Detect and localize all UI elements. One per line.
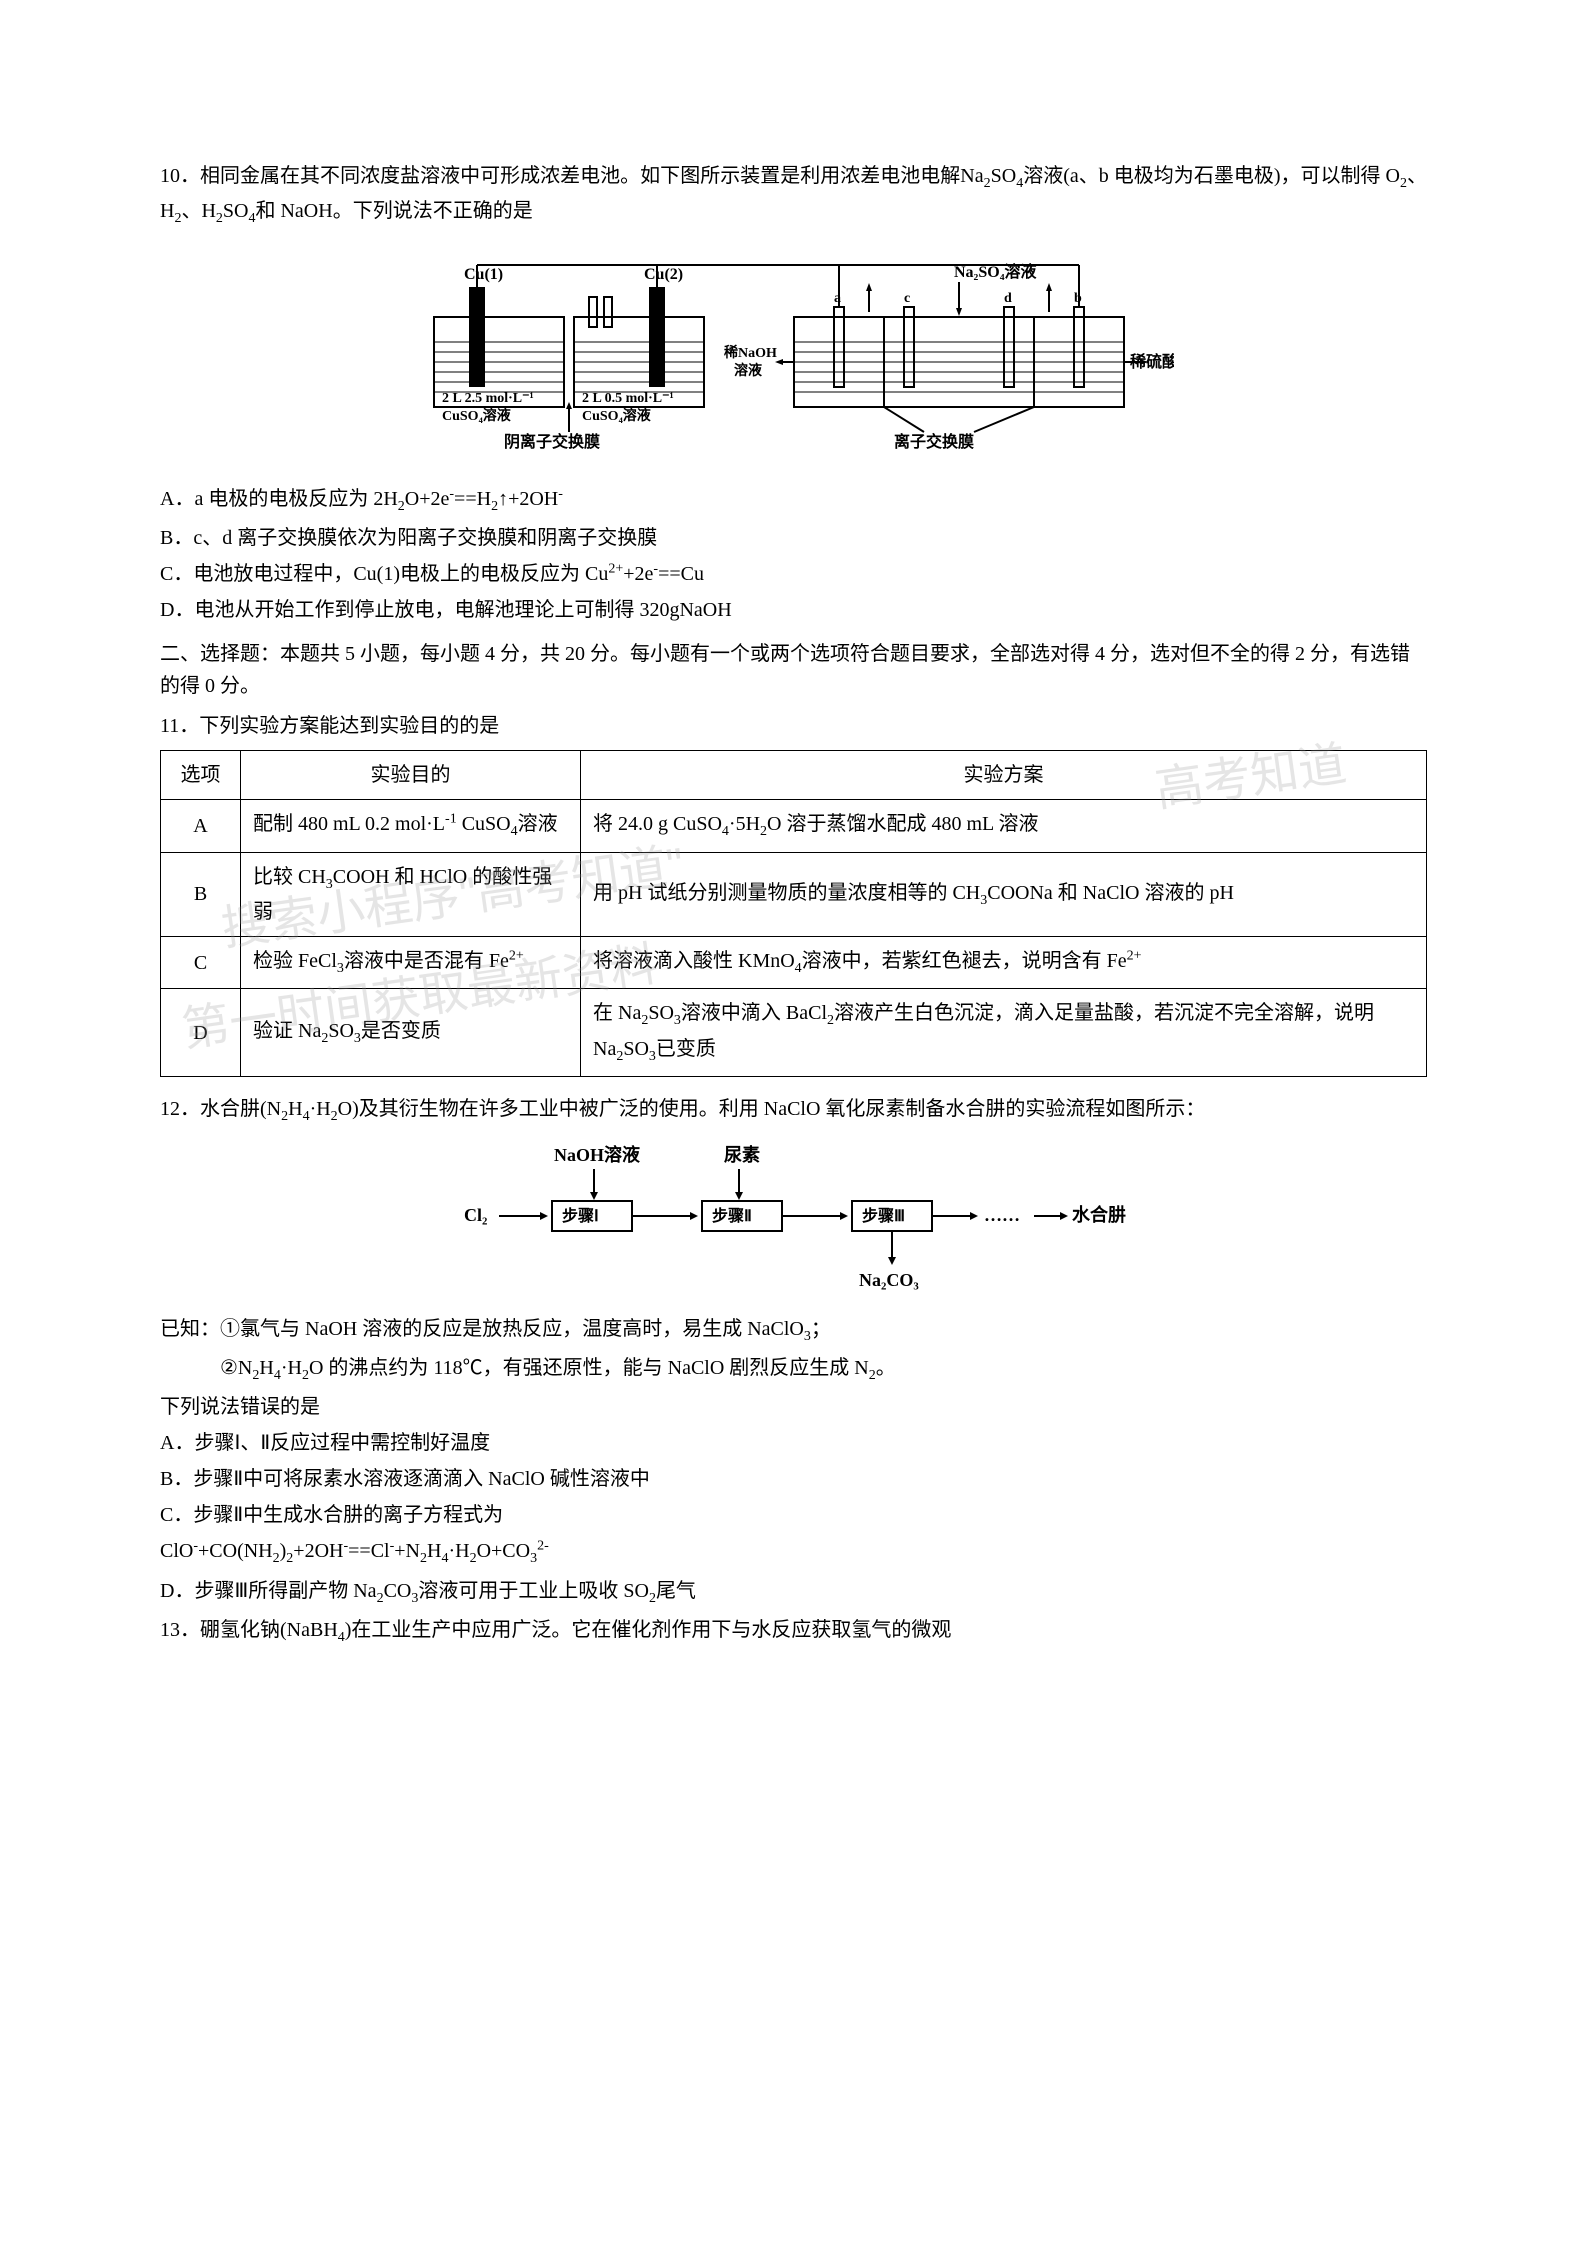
table-row: A 配制 480 mL 0.2 mol·L-1 CuSO4溶液 将 24.0 g… <box>161 800 1427 852</box>
q12-subq: 下列说法错误的是 <box>160 1391 1427 1423</box>
cell-plan-c: 将溶液滴入酸性 KMnO4溶液中，若紫红色褪去，说明含有 Fe2+ <box>581 936 1427 988</box>
q12-option-d: D．步骤Ⅲ所得副产物 Na2CO3溶液可用于工业上吸收 SO2尾气 <box>160 1575 1427 1610</box>
q12-body: 水合肼(N2H4·H2O)及其衍生物在许多工业中被广泛的使用。利用 NaClO … <box>200 1098 1205 1120</box>
q12-number: 12． <box>160 1098 200 1120</box>
header-purpose: 实验目的 <box>241 751 581 800</box>
q12-option-c-eq: ClO-+CO(NH2)2+2OH-==Cl-+N2H4·H2O+CO32- <box>160 1535 1427 1570</box>
q13-text: 13．硼氢化钠(NaBH4)在工业生产中应用广泛。它在催化剂作用下与水反应获取氢… <box>160 1614 1427 1649</box>
urea-flow-label: 尿素 <box>724 1145 760 1165</box>
q10-option-b: B．c、d 离子交换膜依次为阳离子交换膜和阴离子交换膜 <box>160 522 1427 554</box>
q10-number: 10． <box>160 165 200 187</box>
q10-option-d: D．电池从开始工作到停止放电，电解池理论上可制得 320gNaOH <box>160 594 1427 626</box>
q12-text: 12．水合肼(N2H4·H2O)及其衍生物在许多工业中被广泛的使用。利用 NaC… <box>160 1093 1427 1128</box>
q11-text: 11．下列实验方案能达到实验目的的是 <box>160 710 1427 742</box>
q11-table-area: 高考知道 搜索小程序"高考知道" 第一时间获取最新资料 选项 实验目的 实验方案… <box>160 750 1427 1077</box>
q12-known1: 已知：①氯气与 NaOH 溶液的反应是放热反应，温度高时，易生成 NaClO3； <box>160 1313 1427 1348</box>
cell-option-b: B <box>161 852 241 936</box>
naoh-label: 稀NaOH <box>724 344 777 361</box>
cell-plan-b: 用 pH 试纸分别测量物质的量浓度相等的 CH3COONa 和 NaClO 溶液… <box>581 852 1427 936</box>
product-label: 水合肼 <box>1072 1204 1126 1225</box>
cell-option-d: D <box>161 989 241 1077</box>
q11-number: 11． <box>160 715 199 737</box>
header-option: 选项 <box>161 751 241 800</box>
electrochemistry-diagram-svg: Cu(1) Cu(2) 2 L 2.5 mol·L⁻¹ CuSO₄溶液 2 L … <box>414 247 1174 457</box>
section2-header: 二、选择题：本题共 5 小题，每小题 4 分，共 20 分。每小题有一个或两个选… <box>160 638 1427 702</box>
cell-option-a: A <box>161 800 241 852</box>
cell-purpose-a: 配制 480 mL 0.2 mol·L-1 CuSO4溶液 <box>241 800 581 852</box>
mid-sol: CuSO₄溶液 <box>582 407 652 424</box>
q13-number: 13． <box>160 1619 200 1641</box>
step1-label: 步骤Ⅰ <box>562 1206 599 1225</box>
cu1-label: Cu(1) <box>464 266 503 283</box>
naoh-flow-label: NaOH溶液 <box>554 1144 641 1165</box>
table-row: B 比较 CH3COOH 和 HClO 的酸性强弱 用 pH 试纸分别测量物质的… <box>161 852 1427 936</box>
q10-option-c: C．电池放电过程中，Cu(1)电极上的电极反应为 Cu2++2e-==Cu <box>160 558 1427 590</box>
step3-label: 步骤Ⅲ <box>862 1206 905 1225</box>
cell-purpose-d: 验证 Na2SO3是否变质 <box>241 989 581 1077</box>
cell-option-c: C <box>161 936 241 988</box>
electrode-c: c <box>904 291 910 306</box>
cell-plan-a: 将 24.0 g CuSO4·5H2O 溶于蒸馏水配成 480 mL 溶液 <box>581 800 1427 852</box>
q10-text: 10．相同金属在其不同浓度盐溶液中可形成浓差电池。如下图所示装置是利用浓差电池电… <box>160 160 1427 231</box>
anion-membrane-label: 阴离子交换膜 <box>504 432 600 451</box>
q11-table: 选项 实验目的 实验方案 A 配制 480 mL 0.2 mol·L-1 CuS… <box>160 750 1427 1077</box>
table-row: D 验证 Na2SO3是否变质 在 Na2SO3溶液中滴入 BaCl2溶液产生白… <box>161 989 1427 1077</box>
q12-known2: ②N2H4·H2O 的沸点约为 118℃，有强还原性，能与 NaClO 剧烈反应… <box>160 1352 1427 1387</box>
q12-flow-diagram: NaOH溶液 尿素 Cl₂ 步骤Ⅰ 步骤Ⅱ 步骤Ⅲ …… 水合肼 Na₂CO₃ <box>160 1141 1427 1301</box>
cu2-label: Cu(2) <box>644 266 683 283</box>
na2co3-label: Na₂CO₃ <box>859 1270 919 1290</box>
q13-body: 硼氢化钠(NaBH4)在工业生产中应用广泛。它在催化剂作用下与水反应获取氢气的微… <box>200 1619 951 1641</box>
mid-conc: 2 L 0.5 mol·L⁻¹ <box>582 391 674 406</box>
left-sol: CuSO₄溶液 <box>442 407 512 424</box>
table-header-row: 选项 实验目的 实验方案 <box>161 751 1427 800</box>
dots-label: …… <box>984 1205 1020 1225</box>
ion-membrane-label: 离子交换膜 <box>894 432 974 451</box>
q12-option-b: B．步骤Ⅱ中可将尿素水溶液逐滴滴入 NaClO 碱性溶液中 <box>160 1463 1427 1495</box>
header-plan: 实验方案 <box>581 751 1427 800</box>
q10-diagram: Cu(1) Cu(2) 2 L 2.5 mol·L⁻¹ CuSO₄溶液 2 L … <box>160 247 1427 467</box>
cl2-label: Cl₂ <box>464 1205 487 1225</box>
flow-svg: NaOH溶液 尿素 Cl₂ 步骤Ⅰ 步骤Ⅱ 步骤Ⅲ …… 水合肼 Na₂CO₃ <box>444 1141 1144 1291</box>
naoh-sub: 溶液 <box>734 362 763 379</box>
table-row: C 检验 FeCl3溶液中是否混有 Fe2+ 将溶液滴入酸性 KMnO4溶液中，… <box>161 936 1427 988</box>
q10-option-a: A．a 电极的电极反应为 2H2O+2e-==H2↑+2OH- <box>160 483 1427 518</box>
cell-plan-d: 在 Na2SO3溶液中滴入 BaCl2溶液产生白色沉淀，滴入足量盐酸，若沉淀不完… <box>581 989 1427 1077</box>
q10-body: 相同金属在其不同浓度盐溶液中可形成浓差电池。如下图所示装置是利用浓差电池电解Na… <box>160 165 1427 222</box>
cell-purpose-b: 比较 CH3COOH 和 HClO 的酸性强弱 <box>241 852 581 936</box>
electrode-d: d <box>1004 291 1012 306</box>
left-conc: 2 L 2.5 mol·L⁻¹ <box>442 391 534 406</box>
cell-purpose-c: 检验 FeCl3溶液中是否混有 Fe2+ <box>241 936 581 988</box>
step2-label: 步骤Ⅱ <box>712 1206 752 1225</box>
q12-option-a: A．步骤Ⅰ、Ⅱ反应过程中需控制好温度 <box>160 1427 1427 1459</box>
q11-body: 下列实验方案能达到实验目的的是 <box>199 715 499 737</box>
q12-option-c: C．步骤Ⅱ中生成水合肼的离子方程式为 <box>160 1499 1427 1531</box>
